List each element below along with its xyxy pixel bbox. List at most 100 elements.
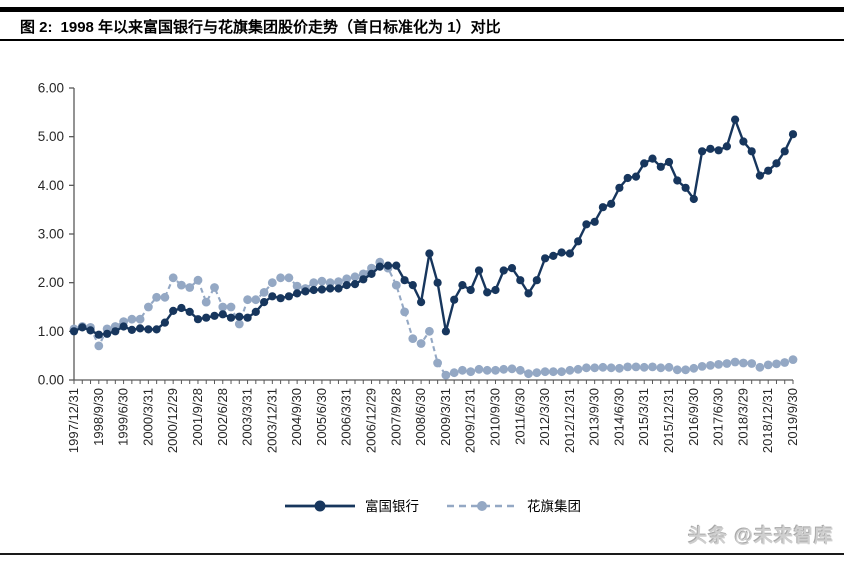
- x-tick-label: 2008/6/30: [413, 388, 428, 446]
- citigroup-marker: [631, 362, 641, 372]
- citigroup-marker: [540, 367, 550, 377]
- wells-fargo-marker: [714, 146, 723, 155]
- wells-fargo-marker: [169, 306, 178, 315]
- citigroup-marker: [185, 283, 195, 292]
- x-tick-label: 2003/3/31: [240, 388, 255, 446]
- citigroup-marker: [276, 273, 285, 283]
- x-tick-label: 2007/9/28: [388, 388, 403, 446]
- x-tick-label: 2011/6/30: [512, 388, 527, 445]
- wells-fargo-marker: [590, 217, 599, 226]
- wells-fargo-marker: [218, 310, 227, 319]
- x-tick-label: 2013/9/30: [587, 388, 602, 446]
- wells-fargo-marker: [673, 176, 682, 185]
- bottom-divider: [0, 553, 844, 555]
- citigroup-marker: [433, 358, 442, 368]
- wells-fargo-marker: [202, 313, 211, 322]
- y-tick-label: 1.00: [38, 324, 64, 339]
- citigroup-marker: [623, 362, 633, 372]
- citigroup-marker: [350, 272, 360, 282]
- citigroup-marker: [201, 297, 211, 307]
- wells-fargo-marker: [483, 288, 492, 297]
- wells-fargo-marker: [582, 220, 591, 229]
- x-tick-label: 2019/9/30: [785, 388, 800, 446]
- citigroup-marker: [714, 360, 723, 369]
- wells-fargo-marker: [681, 183, 690, 192]
- wells-fargo-marker: [648, 154, 657, 163]
- x-tick-label: 2018/3/29: [735, 388, 750, 446]
- wells-fargo-marker: [458, 281, 467, 290]
- citigroup-marker: [582, 363, 591, 373]
- wells-fargo-marker: [350, 280, 360, 289]
- citigroup-marker: [226, 302, 236, 312]
- y-tick-label: 4.00: [38, 178, 64, 193]
- citigroup-marker: [284, 273, 294, 283]
- wells-fargo-marker: [69, 327, 79, 336]
- citigroup-marker: [706, 361, 715, 370]
- x-tick-label: 2018/12/31: [760, 388, 775, 453]
- wells-fargo-marker: [450, 295, 459, 304]
- title-divider: [0, 39, 844, 41]
- wells-fargo-marker: [375, 262, 384, 271]
- wells-fargo-marker: [607, 199, 616, 208]
- wells-fargo-marker: [111, 327, 120, 336]
- citigroup-marker: [292, 281, 302, 291]
- citigroup-marker: [193, 275, 203, 285]
- wells-fargo-marker: [565, 249, 575, 258]
- y-tick-label: 2.00: [38, 275, 64, 290]
- wells-fargo-marker: [276, 294, 285, 303]
- wells-fargo-series: [69, 115, 798, 339]
- citigroup-marker: [441, 370, 451, 380]
- citigroup-marker: [515, 365, 525, 375]
- wells-fargo-marker: [177, 303, 186, 313]
- wells-fargo-marker: [433, 278, 442, 287]
- citigroup-marker: [499, 364, 509, 374]
- citigroup-marker: [598, 362, 608, 372]
- citigroup-marker: [689, 363, 699, 373]
- citigroup-marker: [772, 359, 781, 369]
- x-tick-label: 2005/6/30: [314, 388, 329, 446]
- citigroup-marker: [210, 283, 219, 292]
- wells-fargo-marker: [507, 264, 517, 273]
- wells-fargo-marker: [210, 311, 219, 320]
- wells-fargo-marker: [235, 312, 244, 321]
- wells-fargo-marker: [152, 325, 161, 334]
- x-tick-label: 2002/6/28: [215, 388, 230, 446]
- legend-citigroup-label: 花旗集团: [527, 499, 581, 514]
- citigroup-marker: [425, 326, 434, 336]
- wells-fargo-marker: [491, 285, 500, 295]
- wells-fargo-marker: [739, 137, 748, 146]
- wells-fargo-marker: [615, 183, 624, 192]
- wells-fargo-marker: [408, 281, 417, 290]
- watermark: 头条 @未来智库: [688, 526, 834, 547]
- citigroup-marker: [168, 273, 178, 283]
- wells-fargo-marker: [326, 284, 335, 293]
- citigroup-marker: [474, 364, 484, 374]
- y-tick-label: 6.00: [38, 81, 64, 96]
- wells-fargo-marker: [541, 254, 550, 263]
- wells-fargo-marker: [499, 266, 508, 275]
- axes: [73, 88, 793, 381]
- citigroup-marker: [251, 295, 261, 305]
- x-tick-label: 2006/12/29: [364, 388, 379, 453]
- citigroup-marker: [730, 357, 740, 367]
- wells-fargo-marker: [260, 298, 269, 307]
- citigroup-marker: [144, 302, 153, 312]
- citigroup-marker: [152, 292, 162, 302]
- citigroup-marker: [672, 365, 682, 375]
- wells-fargo-marker: [474, 266, 484, 275]
- citigroup-marker: [400, 307, 409, 317]
- wells-fargo-marker: [127, 325, 136, 334]
- wells-fargo-marker: [788, 130, 798, 139]
- x-tick-label: 2016/9/30: [686, 388, 701, 446]
- citigroup-marker: [491, 365, 500, 375]
- citigroup-marker: [177, 280, 186, 290]
- legend: 富国银行 花旗集团: [285, 498, 581, 514]
- wells-fargo-marker: [383, 261, 393, 270]
- citigroup-marker: [466, 367, 476, 377]
- x-tick-label: 2004/9/30: [289, 388, 304, 446]
- wells-fargo-marker: [772, 159, 781, 168]
- citigroup-series: [69, 257, 798, 380]
- citigroup-marker: [639, 362, 649, 372]
- x-tick-label: 2000/3/31: [140, 388, 155, 446]
- wells-fargo-marker: [425, 249, 434, 258]
